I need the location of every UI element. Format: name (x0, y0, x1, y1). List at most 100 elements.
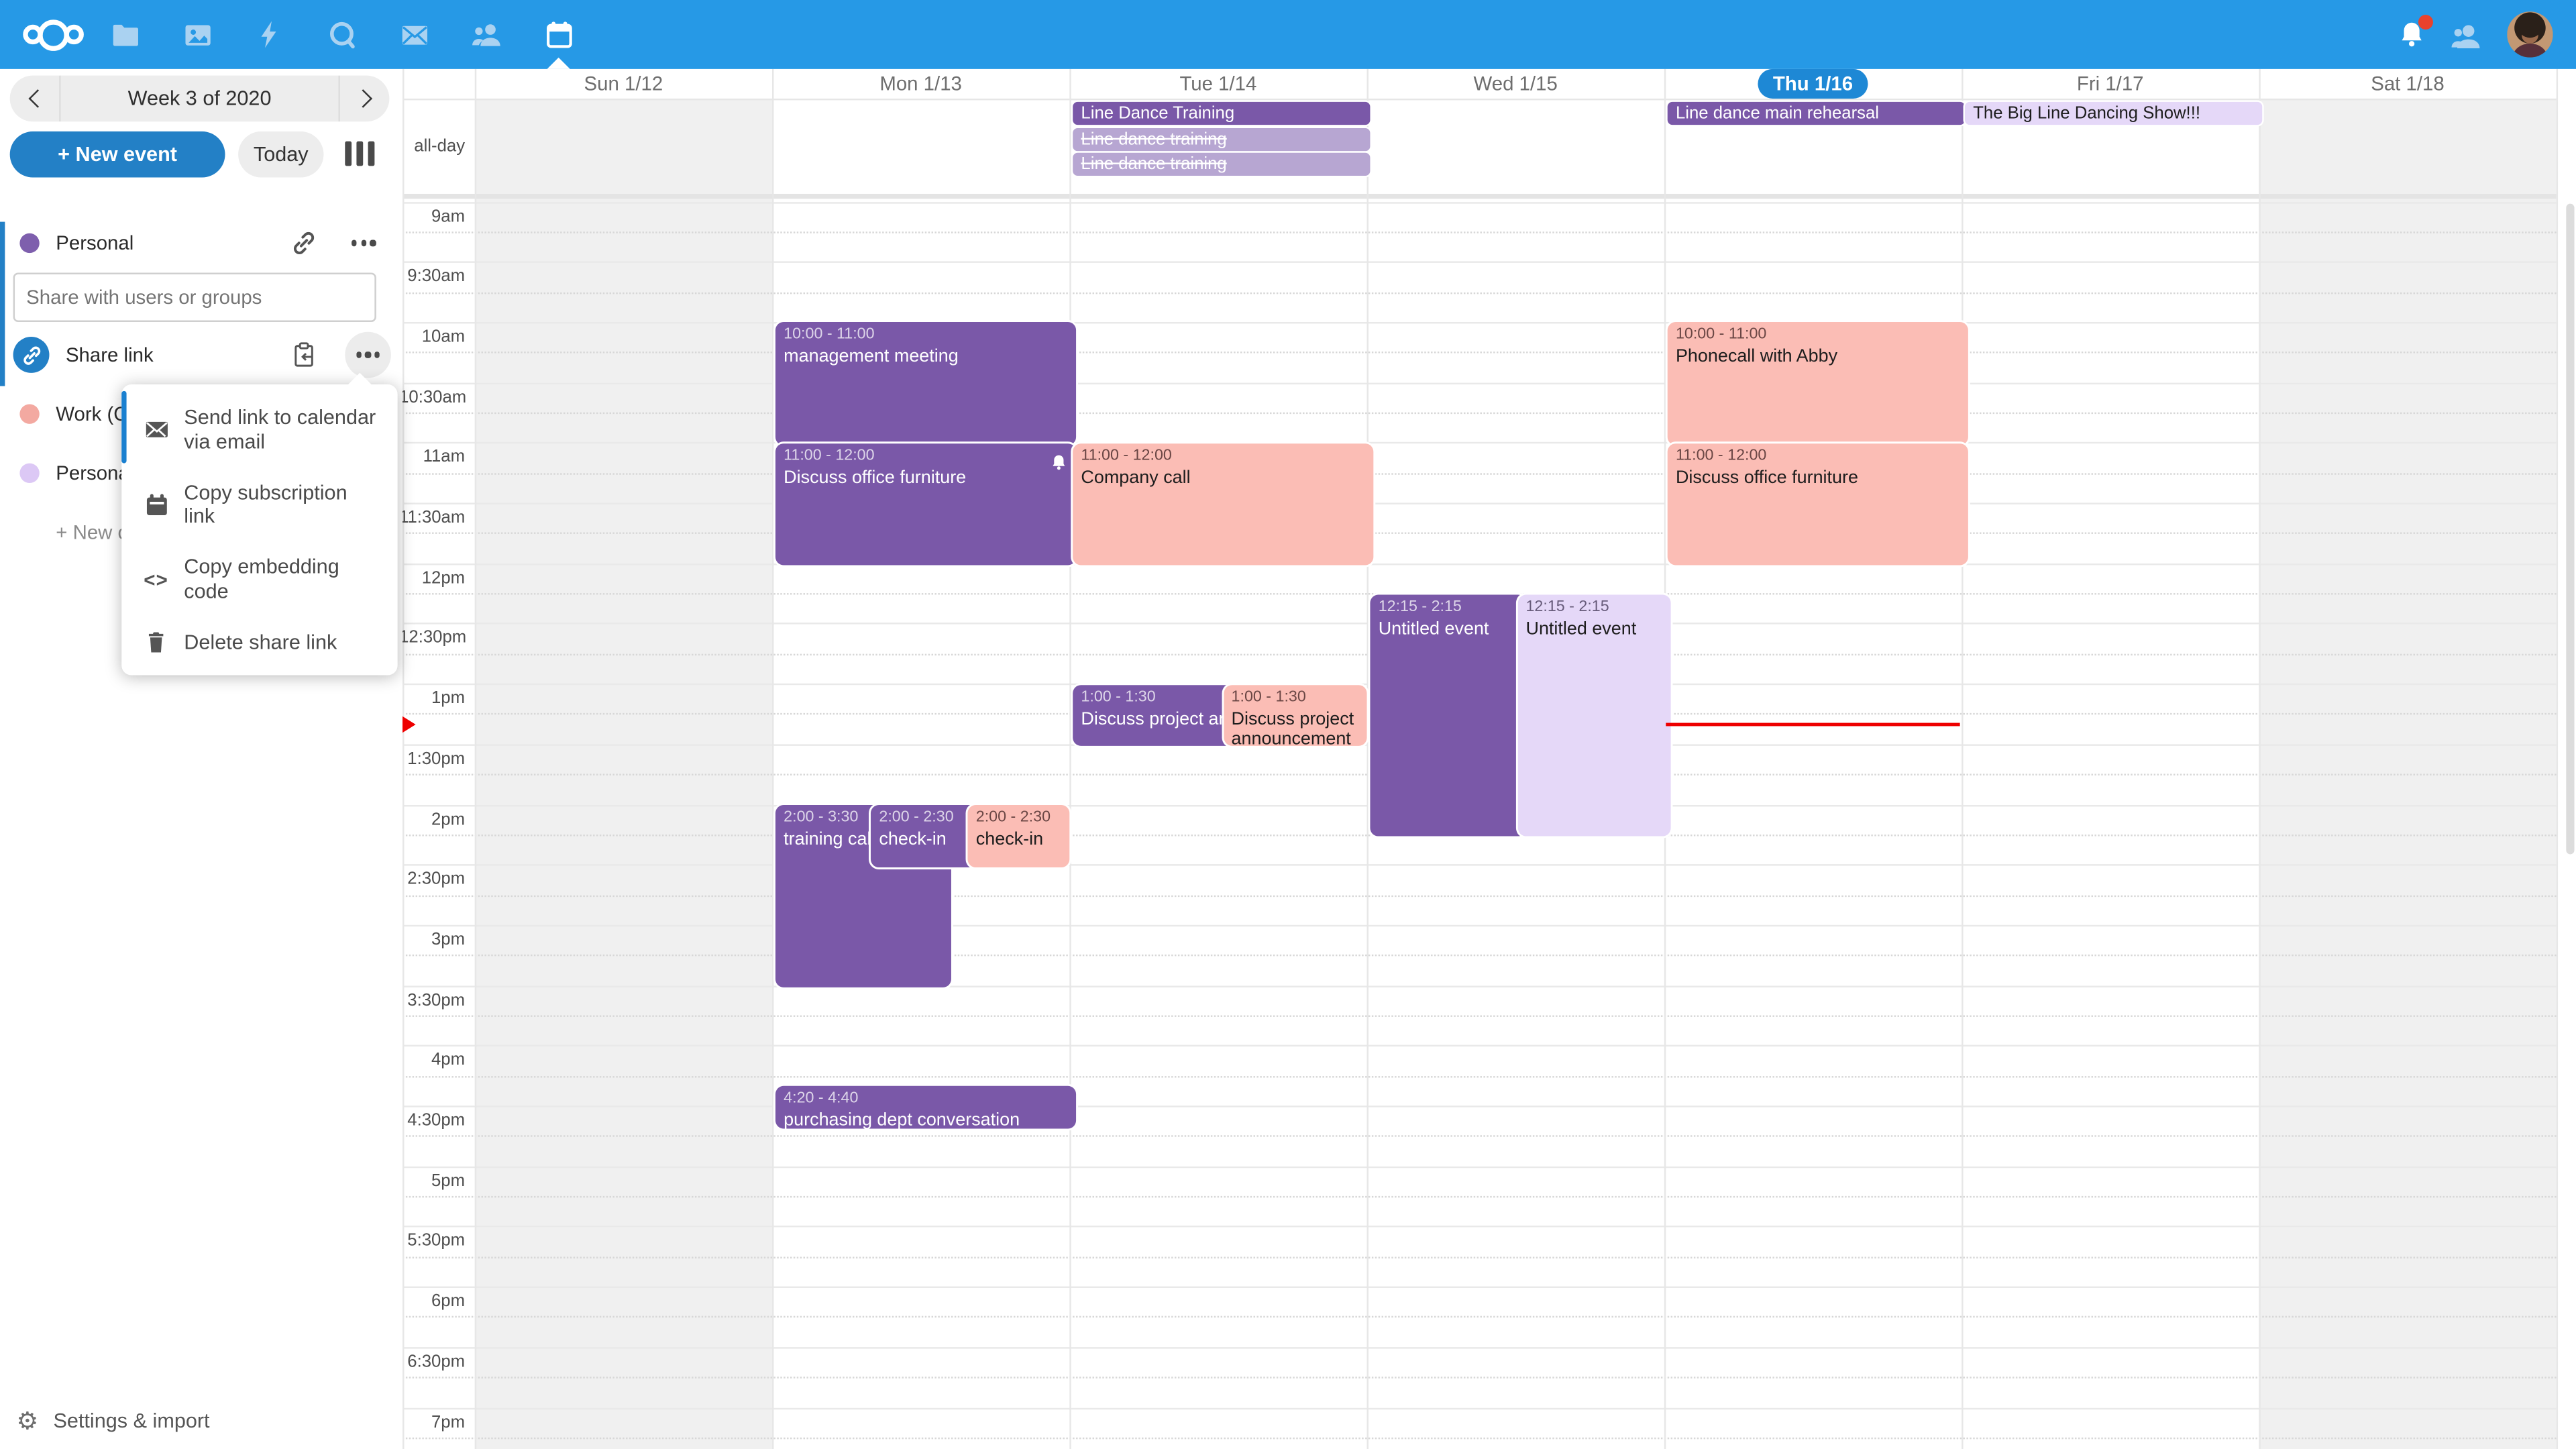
event-time: 10:00 - 11:00 (1675, 325, 1767, 344)
talk-app-icon[interactable] (306, 0, 378, 69)
grid-hour-line (402, 201, 2557, 203)
mail-app-icon[interactable] (378, 0, 450, 69)
calendar-name: Work (C (56, 402, 128, 426)
time-label: 10am (421, 327, 466, 347)
menu-item-label: Send link to calendar via email (184, 405, 376, 453)
time-label: 4:30pm (407, 1110, 466, 1130)
calendar-event[interactable]: 2:00 - 2:30 check-in (967, 805, 1071, 867)
menu-item-label: Copy subscription link (184, 480, 347, 528)
settings-label: Settings & import (53, 1409, 210, 1433)
trash-icon (143, 631, 169, 653)
event-time: 12:15 - 2:15 (1378, 597, 1462, 616)
scrollbar-thumb[interactable] (2566, 203, 2575, 855)
menu-item-copy-subscription-link[interactable]: Copy subscription link (121, 468, 397, 542)
share-input[interactable] (13, 272, 376, 323)
allday-event[interactable]: Line dance main rehearsal (1667, 101, 1965, 125)
calendar-event[interactable]: 1:00 - 1:30 Discuss project announcement (1223, 684, 1368, 749)
contacts-app-icon[interactable] (450, 0, 523, 69)
event-title: training call (784, 829, 875, 850)
menu-item-send-link-to-calendar-via-email[interactable]: Send link to calendar via email (121, 392, 397, 467)
nextcloud-logo[interactable] (16, 0, 89, 69)
event-time: 12:15 - 2:15 (1525, 597, 1609, 616)
event-title: Discuss project ann (1081, 708, 1235, 729)
allday-label: all-day (414, 136, 466, 156)
link-icon[interactable] (290, 230, 317, 256)
current-time-arrow (402, 715, 416, 733)
time-label: 2pm (431, 809, 466, 829)
share-link-actions-button[interactable] (345, 331, 391, 378)
time-label: 2:30pm (407, 869, 466, 890)
notifications-bell-icon[interactable] (2397, 15, 2433, 49)
avatar[interactable] (2507, 11, 2553, 58)
event-title: Untitled event (1378, 619, 1489, 639)
event-title: Untitled event (1525, 619, 1637, 639)
weekend-shading (2259, 98, 2557, 1449)
photos-app-icon[interactable] (161, 0, 233, 69)
today-button[interactable]: Today (238, 131, 324, 178)
grid-quarter-line (402, 231, 2557, 233)
allday-event[interactable]: Line Dance Training (1073, 101, 1371, 125)
calendar-event[interactable]: 12:15 - 2:15 Untitled event (1370, 594, 1527, 837)
new-event-button[interactable]: + New event (9, 131, 225, 178)
day-header: Thu 1/16 (1664, 68, 1962, 99)
calendar-event[interactable]: 11:00 - 12:00 Discuss office furniture (775, 443, 1077, 566)
event-title: check-in (975, 829, 1044, 850)
calendar-item-personal2[interactable]: Persona (0, 451, 402, 494)
email-icon (143, 418, 169, 443)
column-separator (2259, 68, 2261, 1449)
calendar-event[interactable]: 10:00 - 11:00 management meeting (775, 322, 1077, 445)
grid-hour-line (402, 442, 2557, 444)
new-calendar-button[interactable]: + New c (0, 511, 402, 554)
event-title: management meeting (784, 347, 959, 368)
previous-week-button[interactable] (10, 75, 61, 122)
grid-quarter-line (402, 352, 2557, 354)
time-label: 1:30pm (407, 749, 466, 769)
menu-item-copy-embedding-code[interactable]: <> Copy embedding code (121, 542, 397, 616)
allday-event[interactable]: The Big Line Dancing Show!!! (1964, 101, 2263, 125)
files-app-icon[interactable] (89, 0, 161, 69)
calendar-item-work[interactable]: Work (C (0, 392, 402, 435)
view-toggle-icon[interactable] (345, 141, 375, 166)
grid-hour-line (402, 864, 2557, 867)
event-time: 1:00 - 1:30 (1081, 688, 1156, 706)
contacts-menu-icon[interactable] (2449, 17, 2483, 52)
event-time: 11:00 - 12:00 (1081, 446, 1172, 465)
allday-event[interactable]: Line dance training (1073, 127, 1371, 151)
menu-item-delete-share-link[interactable]: Delete share link (121, 617, 397, 667)
time-label: 5:30pm (407, 1231, 466, 1251)
calendar-item-personal[interactable]: Personal (0, 222, 402, 265)
event-time: 2:00 - 3:30 (784, 808, 859, 826)
event-title: Phonecall with Abby (1675, 347, 1838, 368)
copy-link-clipboard-icon[interactable] (290, 341, 317, 368)
calendar-name: Persona (56, 462, 129, 485)
time-label: 10:30am (399, 386, 467, 407)
day-header: Wed 1/15 (1473, 72, 1558, 96)
day-header: Sun 1/12 (584, 72, 663, 96)
calendar-event[interactable]: 1:00 - 1:30 Discuss project ann (1073, 684, 1235, 747)
calendar-event[interactable]: 2:00 - 2:30 check-in (871, 805, 978, 867)
settings-import-button[interactable]: ⚙ Settings & import (0, 1393, 402, 1449)
allday-event[interactable]: Line dance training (1073, 152, 1371, 176)
app-navigation (0, 0, 595, 69)
calendar-event[interactable]: 10:00 - 11:00 Phonecall with Abby (1667, 322, 1968, 445)
calendar-event[interactable]: 12:15 - 2:15 Untitled event (1517, 594, 1671, 837)
calendar-color-dot (19, 233, 40, 254)
menu-scrollbar[interactable] (121, 390, 127, 464)
grid-quarter-line (402, 1015, 2557, 1017)
calendar-app-icon[interactable] (523, 0, 595, 69)
event-time: 11:00 - 12:00 (784, 446, 875, 465)
calendar-event[interactable]: 11:00 - 12:00 Discuss office furniture (1667, 443, 1968, 566)
time-label: 3pm (431, 929, 466, 950)
next-week-button[interactable] (338, 75, 389, 122)
calendar-event[interactable]: 4:20 - 4:40 purchasing dept conversation (775, 1086, 1077, 1128)
menu-item-label: Delete share link (184, 630, 337, 653)
code-icon: <> (144, 568, 169, 592)
grid-hour-line (402, 382, 2557, 384)
sidebar: Week 3 of 2020 + New event Today Persona… (0, 68, 403, 1449)
calendar-name: Personal (56, 231, 134, 255)
current-time-line (1666, 722, 1960, 726)
event-title: Discuss office furniture (1675, 468, 1858, 488)
calendar-event[interactable]: 11:00 - 12:00 Company call (1073, 443, 1374, 566)
personal-calendar-actions-icon[interactable] (352, 240, 376, 246)
activity-app-icon[interactable] (233, 0, 306, 69)
